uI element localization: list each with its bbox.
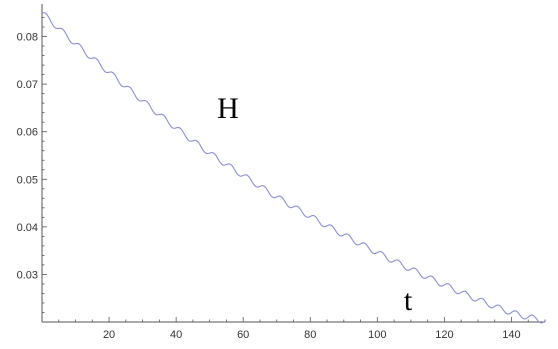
y-tick-label: 0.03: [17, 269, 38, 281]
x-tick-label: 60: [237, 329, 249, 341]
axes: [41, 4, 545, 323]
x-tick-label: 20: [103, 329, 115, 341]
ticks: 20 40 60 80 100 120 140 0.03 0.04 0.05 0.06 0.07 0.0…: [17, 17, 546, 341]
y-tick-label: 0.06: [17, 127, 38, 139]
x-tick-label: 120: [435, 329, 453, 341]
x-axis-label: t: [404, 284, 413, 317]
x-tick-label: 80: [304, 329, 316, 341]
y-tick-label: 0.08: [17, 32, 38, 44]
x-tick-label: 100: [368, 329, 386, 341]
y-axis-label: H: [217, 92, 239, 125]
series-layer: [41, 12, 546, 324]
x-tick-label: 40: [170, 329, 182, 341]
y-tick-label: 0.05: [17, 174, 38, 186]
x-tick-label: 140: [502, 329, 520, 341]
y-tick-label: 0.04: [17, 222, 38, 234]
y-tick-label: 0.07: [17, 79, 38, 91]
series-line: [41, 12, 546, 324]
